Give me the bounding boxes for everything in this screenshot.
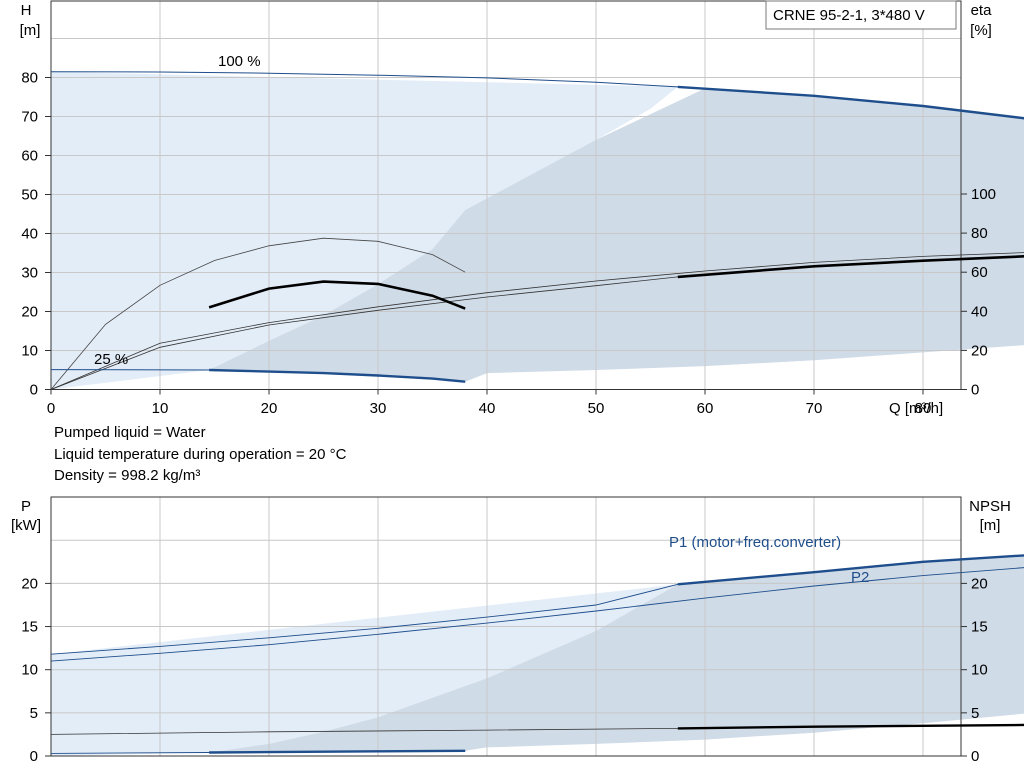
top-plot-border <box>50 0 962 390</box>
y-tick-label: 10 <box>21 343 38 360</box>
x-tick-label: 80 <box>915 400 932 417</box>
top-light-range-area <box>51 71 678 390</box>
bottom-y2-tick-label: 10 <box>971 662 988 679</box>
bottom-y-tick-label: 10 <box>21 662 38 679</box>
top-ylabel-unit: [m] <box>20 22 41 39</box>
bottom-y2-tick-label: 0 <box>971 748 979 765</box>
chart-title: CRNE 95-2-1, 3*480 V <box>773 7 925 24</box>
x-tick-label: 60 <box>697 400 714 417</box>
y-tick-label: 20 <box>21 304 38 321</box>
x-tick-label: 20 <box>261 400 278 417</box>
y2-tick-label: 40 <box>971 303 988 320</box>
x-tick-label: 0 <box>47 400 55 417</box>
p2-label: P2 <box>851 569 869 586</box>
annotation-100: 100 % <box>218 53 261 70</box>
x-tick-label: 10 <box>152 400 169 417</box>
x-tick-label: 30 <box>370 400 387 417</box>
y2-tick-label: 20 <box>971 342 988 359</box>
efficiency-25-curve-thin <box>50 237 466 390</box>
bottom-ylabel: P <box>21 498 31 515</box>
efficiency-curve-bold <box>677 255 1024 279</box>
head-curve-100-bold <box>677 85 1024 120</box>
bottom-y2label-unit: [m] <box>980 517 1001 534</box>
y2-tick-label: 80 <box>971 225 988 242</box>
y-tick-label: 0 <box>30 382 38 399</box>
head-curve-25-bold <box>209 368 466 383</box>
bottom-y-tick-label: 20 <box>21 575 38 592</box>
bottom-ylabel-unit: [kW] <box>11 517 41 534</box>
x-axis-label: Q [m³/h] <box>889 400 943 417</box>
top-y2label: eta <box>971 2 993 19</box>
density: Density = 998.2 kg/m³ <box>54 467 201 484</box>
power-25-curve-bold <box>209 749 466 754</box>
x-tick-label: 70 <box>806 400 823 417</box>
y-tick-label: 70 <box>21 109 38 126</box>
y2-tick-label: 0 <box>971 382 979 399</box>
y2-tick-label: 60 <box>971 264 988 281</box>
y-tick-label: 30 <box>21 265 38 282</box>
power-p1-curve-bold <box>677 554 1024 586</box>
bottom-y2label: NPSH <box>969 498 1011 515</box>
y-tick-label: 40 <box>21 226 38 243</box>
annotation-25: 25 % <box>94 351 128 368</box>
top-operating-range-area <box>209 88 1024 382</box>
efficiency-curve-upper <box>50 252 1024 390</box>
x-tick-label: 50 <box>588 400 605 417</box>
top-ylabel: H <box>21 2 32 19</box>
bottom-y2-tick-label: 15 <box>971 619 988 636</box>
y-tick-label: 80 <box>21 70 38 87</box>
efficiency-25-curve-bold <box>208 280 466 310</box>
power-p2-curve <box>50 567 1024 662</box>
pumped-liquid: Pumped liquid = Water <box>54 424 206 441</box>
y2-tick-label: 100 <box>971 186 996 203</box>
npsh-curve-bold <box>677 723 1024 730</box>
bottom-y2-tick-label: 5 <box>971 705 979 722</box>
y-tick-label: 50 <box>21 187 38 204</box>
bottom-y2-tick-label: 20 <box>971 575 988 592</box>
bottom-y-tick-label: 0 <box>30 748 38 765</box>
bottom-y-tick-label: 5 <box>30 705 38 722</box>
p1-label: P1 (motor+freq.converter) <box>669 534 841 551</box>
x-tick-label: 40 <box>479 400 496 417</box>
npsh-curve-thin <box>50 724 1024 735</box>
bottom-y-tick-label: 15 <box>21 619 38 636</box>
top-y2label-unit: [%] <box>970 22 992 39</box>
chart-title-box <box>765 0 957 30</box>
liquid-temperature: Liquid temperature during operation = 20… <box>54 446 347 463</box>
y-tick-label: 60 <box>21 148 38 165</box>
bottom-operating-range-area <box>209 555 1024 753</box>
